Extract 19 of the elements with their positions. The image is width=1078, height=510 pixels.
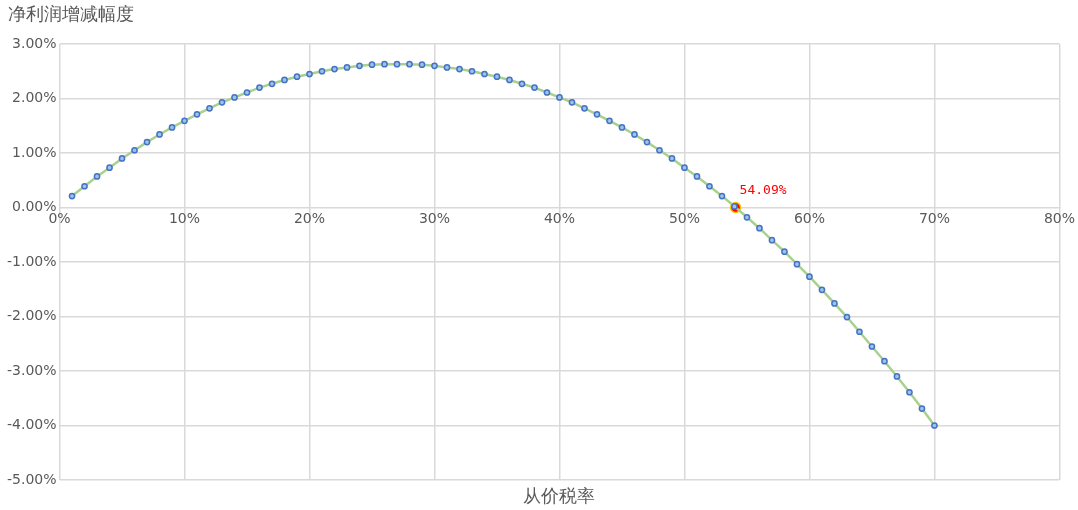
x-tick-label: 50% xyxy=(668,209,701,226)
y-tick-label: -1.00% xyxy=(7,252,57,269)
x-tick-label: 80% xyxy=(1043,209,1075,226)
x-tick-label: 70% xyxy=(918,209,951,226)
y-tick-label: -5.00% xyxy=(7,470,57,487)
y-tick-label: 3.00% xyxy=(12,34,57,51)
x-tick-label: 60% xyxy=(793,209,826,226)
annotation: 54.09% xyxy=(739,182,787,198)
y-tick-label: 2.00% xyxy=(12,89,57,106)
x-tick-label: 10% xyxy=(168,209,201,226)
y-tick-label: -2.00% xyxy=(7,307,57,324)
y-tick-label: 1.00% xyxy=(12,143,57,160)
y-axis-title: 净利润增减幅度 xyxy=(8,2,134,24)
x-tick-label: 40% xyxy=(543,209,576,226)
x-axis-title: 从价税率 xyxy=(523,484,596,506)
y-tick-label: -4.00% xyxy=(7,416,57,433)
x-tick-label: 30% xyxy=(418,209,451,226)
y-tick-label: -3.00% xyxy=(7,361,57,378)
x-tick-label: 20% xyxy=(293,209,326,226)
